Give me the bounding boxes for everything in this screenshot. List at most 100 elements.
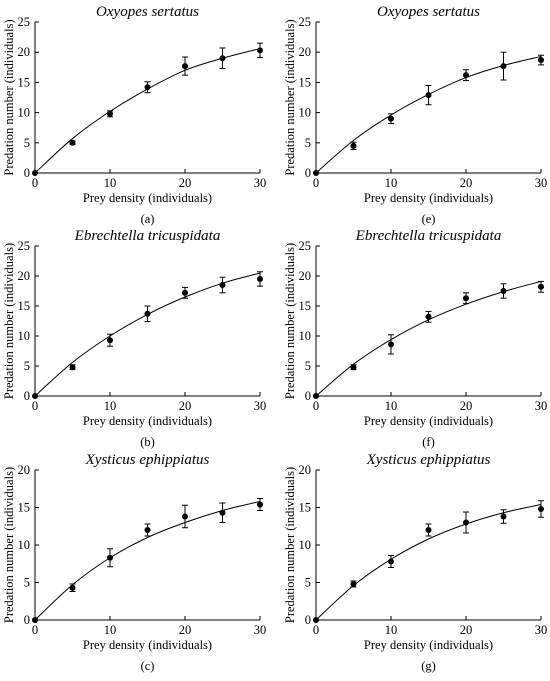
data-point (463, 519, 469, 526)
panel-title: Ebrechtella tricuspidata (355, 228, 502, 244)
x-tick-label: 10 (104, 176, 117, 190)
y-tick-label: 5 (24, 359, 30, 373)
data-point (182, 63, 188, 70)
data-point (388, 558, 394, 565)
x-axis-label: Prey density (individuals) (364, 191, 493, 205)
axes (315, 470, 541, 621)
y-tick-label: 5 (24, 576, 30, 590)
fit-curve (315, 280, 542, 397)
x-axis-label: Prey density (individuals) (83, 638, 212, 652)
data-point (425, 527, 432, 533)
y-tick-label: 20 (18, 269, 31, 283)
x-tick-label: 10 (104, 623, 117, 637)
x-tick-label: 30 (254, 623, 267, 637)
y-axis-label: Predation number (individuals) (283, 19, 297, 175)
y-tick-label: 0 (305, 166, 311, 180)
panel-title: Xysticus ephippiatus (85, 452, 210, 468)
x-axis-label: Prey density (individuals) (364, 638, 493, 652)
data-point (107, 554, 113, 561)
data-point (32, 393, 38, 399)
x-tick-label: 10 (385, 399, 398, 413)
y-tick-label: 5 (305, 136, 311, 150)
y-tick-label: 20 (299, 45, 312, 59)
data-point (144, 310, 151, 317)
x-tick-label: 30 (535, 176, 548, 190)
x-axis-label: Prey density (individuals) (364, 414, 493, 428)
fit-curve (34, 48, 261, 174)
y-tick-label: 10 (18, 538, 31, 552)
panel-2: Oxyopes sertatus 0 10 20 30 0 5 10 15 20 25 Prey de… (283, 4, 547, 226)
data-point (69, 364, 76, 371)
data-point (144, 527, 151, 533)
y-tick-label: 20 (18, 45, 31, 59)
x-axis-label: Prey density (individuals) (83, 191, 212, 205)
data-point (69, 139, 76, 146)
y-tick-label: 0 (24, 613, 30, 627)
data-point (144, 84, 151, 91)
x-tick-label: 20 (179, 623, 192, 637)
y-tick-label: 20 (299, 463, 312, 477)
y-tick-label: 0 (305, 389, 311, 403)
data-point (350, 364, 357, 371)
y-tick-label: 10 (299, 538, 312, 552)
x-tick-label: 10 (385, 176, 398, 190)
data-point (425, 92, 432, 99)
data-point (32, 170, 38, 176)
data-point (388, 341, 394, 348)
data-point (313, 393, 319, 399)
fit-curve (34, 501, 261, 621)
y-axis-label: Predation number (individuals) (283, 467, 297, 623)
data-point (500, 513, 507, 520)
data-point (257, 47, 263, 54)
y-tick-label: 15 (18, 501, 31, 515)
fit-curve (34, 272, 261, 397)
panel-3: Ebrechtella tricuspidata 0 10 20 30 0 5 10 15 20 2… (2, 228, 266, 449)
x-tick-label: 0 (32, 399, 38, 413)
y-tick-label: 5 (305, 576, 311, 590)
fit-curve (315, 504, 542, 621)
y-tick-label: 0 (24, 389, 30, 403)
panel-tag: (c) (141, 659, 155, 673)
panel-tag: (a) (141, 212, 155, 226)
panel-4: Ebrechtella tricuspidata 0 10 20 30 0 5 10 15 20 2… (283, 228, 547, 449)
x-tick-label: 20 (460, 623, 473, 637)
x-tick-label: 0 (313, 176, 319, 190)
data-point (463, 295, 469, 302)
panel-title: Oxyopes sertatus (96, 4, 199, 20)
data-point (107, 337, 113, 344)
axes (34, 22, 260, 174)
data-point (500, 288, 507, 294)
y-tick-label: 20 (18, 463, 31, 477)
panel-tag: (g) (421, 659, 436, 673)
y-tick-label: 15 (299, 299, 312, 313)
y-tick-label: 20 (299, 269, 312, 283)
data-point (463, 72, 469, 79)
data-point (350, 142, 357, 149)
y-axis-label: Predation number (individuals) (283, 243, 297, 399)
x-tick-label: 20 (460, 399, 473, 413)
data-point (500, 63, 507, 70)
data-point (107, 110, 113, 117)
y-axis-label: Predation number (individuals) (2, 243, 16, 399)
y-tick-label: 15 (299, 75, 312, 89)
axes (34, 470, 260, 621)
y-tick-label: 0 (24, 166, 30, 180)
data-point (219, 55, 226, 62)
panel-tag: (e) (422, 212, 436, 226)
y-axis-label: Predation number (individuals) (2, 467, 16, 623)
x-tick-label: 0 (313, 623, 319, 637)
x-tick-label: 0 (313, 399, 319, 413)
x-tick-label: 20 (179, 176, 192, 190)
data-point (313, 170, 319, 176)
y-tick-label: 15 (18, 299, 31, 313)
fit-curve (315, 55, 542, 174)
data-point (538, 506, 544, 512)
x-tick-label: 30 (254, 399, 267, 413)
y-tick-label: 25 (18, 239, 31, 253)
x-tick-label: 0 (32, 623, 38, 637)
data-point (32, 617, 38, 623)
data-point (257, 276, 263, 282)
x-tick-label: 30 (254, 176, 267, 190)
